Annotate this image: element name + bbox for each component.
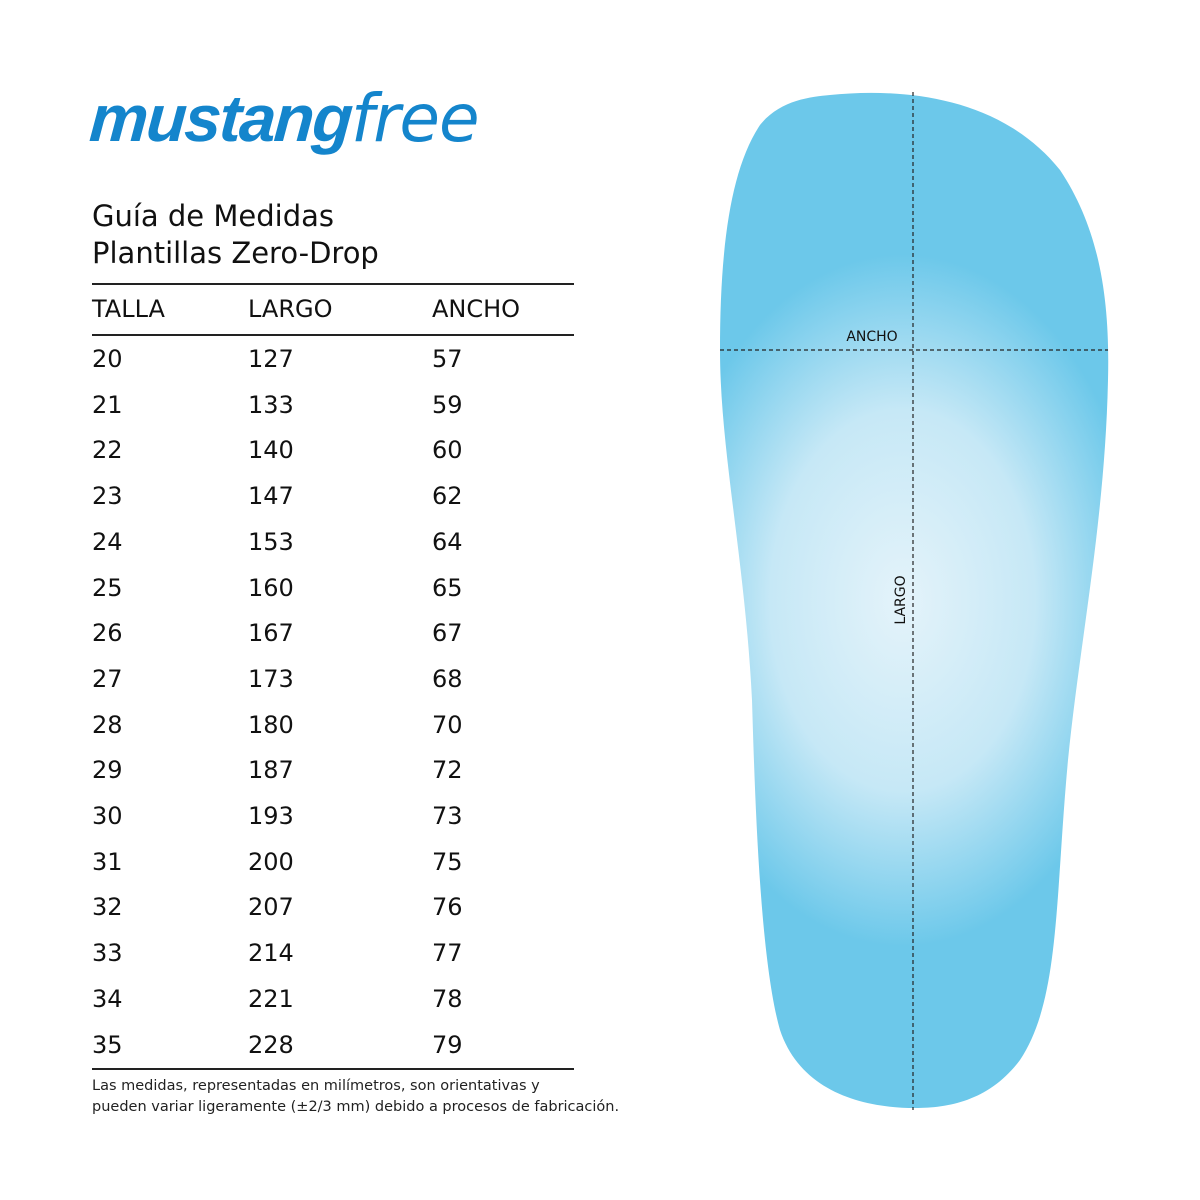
footnote-line-1: Las medidas, representadas en milímetros… (92, 1078, 540, 1094)
header-ancho: ANCHO (432, 295, 521, 323)
largo-cell: 140 (248, 436, 294, 465)
talla-cell: 21 (92, 390, 123, 419)
ancho-cell: 64 (432, 527, 463, 556)
ancho-cell: 73 (432, 802, 463, 830)
talla-cell: 24 (92, 527, 123, 556)
ancho-cell: 62 (432, 482, 463, 511)
table-row: 24 153 64 (92, 528, 574, 574)
talla-cell: 25 (92, 573, 123, 602)
table-row: 35 228 79 (92, 1031, 574, 1077)
ancho-cell: 79 (432, 1030, 463, 1059)
ancho-cell: 59 (432, 390, 463, 419)
table-row: 21 133 59 (92, 391, 574, 437)
ancho-cell: 75 (432, 847, 463, 876)
talla-cell: 32 (92, 893, 123, 922)
header-talla: TALLA (92, 295, 165, 323)
ancho-cell: 72 (432, 756, 463, 785)
ancho-cell: 77 (432, 939, 463, 968)
largo-cell: 133 (248, 390, 294, 419)
ancho-cell: 70 (432, 710, 463, 739)
footnote-line-2: pueden variar ligeramente (±2/3 mm) debi… (92, 1099, 620, 1115)
largo-cell: 127 (248, 345, 294, 373)
largo-cell: 180 (248, 710, 294, 739)
title-line-1: Guía de Medidas (92, 199, 334, 233)
largo-cell: 187 (248, 756, 294, 785)
talla-cell: 31 (92, 847, 123, 876)
talla-cell: 33 (92, 939, 123, 968)
largo-cell: 167 (248, 619, 294, 648)
largo-cell: 160 (248, 573, 294, 602)
table-row: 23 147 62 (92, 482, 574, 528)
ancho-cell: 57 (432, 345, 463, 373)
talla-cell: 23 (92, 482, 123, 511)
largo-cell: 200 (248, 847, 294, 876)
largo-cell: 221 (248, 984, 294, 1013)
ancho-cell: 67 (432, 619, 463, 648)
header-largo: LARGO (248, 295, 333, 323)
talla-cell: 30 (92, 802, 123, 830)
table-row: 30 193 73 (92, 802, 574, 848)
largo-cell: 173 (248, 664, 294, 693)
table-row: 26 167 67 (92, 619, 574, 665)
table-row: 20 127 57 (92, 345, 574, 391)
largo-cell: 147 (248, 482, 294, 511)
footnote: Las medidas, representadas en milímetros… (92, 1076, 619, 1118)
table-row: 33 214 77 (92, 939, 574, 985)
divider (92, 283, 574, 285)
table-row: 29 187 72 (92, 756, 574, 802)
width-label: ANCHO (846, 329, 897, 345)
brand-logo: mustangfree (87, 78, 480, 159)
table-row: 28 180 70 (92, 711, 574, 757)
divider (92, 1068, 574, 1070)
divider (92, 334, 574, 336)
largo-cell: 214 (248, 939, 294, 968)
talla-cell: 20 (92, 345, 123, 373)
ancho-cell: 65 (432, 573, 463, 602)
talla-cell: 26 (92, 619, 123, 648)
ancho-cell: 60 (432, 436, 463, 465)
largo-cell: 207 (248, 893, 294, 922)
table-row: 27 173 68 (92, 665, 574, 711)
logo-light: free (351, 80, 480, 157)
largo-cell: 228 (248, 1030, 294, 1059)
table-row: 32 207 76 (92, 893, 574, 939)
table-row: 22 140 60 (92, 436, 574, 482)
ancho-cell: 76 (432, 893, 463, 922)
table-row: 34 221 78 (92, 985, 574, 1031)
ancho-cell: 68 (432, 664, 463, 693)
title-line-2: Plantillas Zero-Drop (92, 236, 379, 270)
page-title: Guía de Medidas Plantillas Zero-Drop (92, 198, 379, 272)
talla-cell: 34 (92, 984, 123, 1013)
talla-cell: 29 (92, 756, 123, 785)
table-row: 31 200 75 (92, 848, 574, 894)
talla-cell: 22 (92, 436, 123, 465)
largo-cell: 153 (248, 527, 294, 556)
talla-cell: 27 (92, 664, 123, 693)
largo-cell: 193 (248, 802, 294, 830)
ancho-cell: 78 (432, 984, 463, 1013)
talla-cell: 28 (92, 710, 123, 739)
length-label: LARGO (893, 575, 909, 624)
talla-cell: 35 (92, 1030, 123, 1059)
table-row: 25 160 65 (92, 574, 574, 620)
insole-shape (720, 92, 1109, 1108)
